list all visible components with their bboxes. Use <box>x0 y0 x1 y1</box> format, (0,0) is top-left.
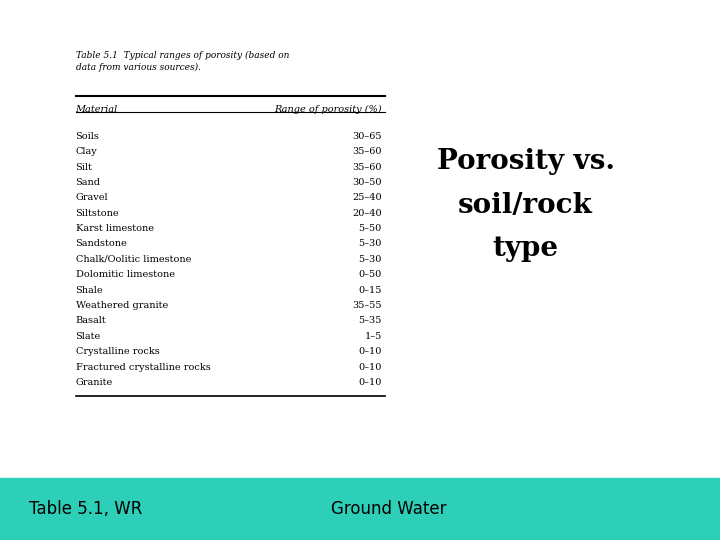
Text: 0–15: 0–15 <box>359 286 382 295</box>
Text: 0–50: 0–50 <box>359 270 382 279</box>
Text: 5–50: 5–50 <box>359 224 382 233</box>
Text: 30–65: 30–65 <box>352 132 382 141</box>
Text: 0–10: 0–10 <box>359 347 382 356</box>
Text: 5–30: 5–30 <box>359 240 382 248</box>
Text: 25–40: 25–40 <box>352 193 382 202</box>
Text: 30–50: 30–50 <box>352 178 382 187</box>
Text: Basalt: Basalt <box>76 316 107 326</box>
Text: Ground Water: Ground Water <box>331 500 446 518</box>
Text: Siltstone: Siltstone <box>76 209 120 218</box>
Bar <box>0 478 720 540</box>
Text: Weathered granite: Weathered granite <box>76 301 168 310</box>
Text: 35–60: 35–60 <box>352 147 382 156</box>
Text: 5–30: 5–30 <box>359 255 382 264</box>
Text: Clay: Clay <box>76 147 97 156</box>
Text: Sand: Sand <box>76 178 101 187</box>
Text: Range of porosity (%): Range of porosity (%) <box>274 105 382 114</box>
Text: 35–60: 35–60 <box>352 163 382 172</box>
Text: Dolomitic limestone: Dolomitic limestone <box>76 270 174 279</box>
Text: 1–5: 1–5 <box>364 332 382 341</box>
Text: 20–40: 20–40 <box>352 209 382 218</box>
Text: Karst limestone: Karst limestone <box>76 224 153 233</box>
Text: 0–10: 0–10 <box>359 378 382 387</box>
Text: Table 5.1, WR: Table 5.1, WR <box>29 500 142 518</box>
Text: 0–10: 0–10 <box>359 363 382 372</box>
Text: Slate: Slate <box>76 332 101 341</box>
Text: Chalk/Oolitic limestone: Chalk/Oolitic limestone <box>76 255 191 264</box>
Text: Shale: Shale <box>76 286 103 295</box>
Text: Silt: Silt <box>76 163 92 172</box>
Text: 5–35: 5–35 <box>359 316 382 326</box>
Text: Soils: Soils <box>76 132 99 141</box>
Text: Gravel: Gravel <box>76 193 108 202</box>
Text: Granite: Granite <box>76 378 113 387</box>
Text: Table 5.1  Typical ranges of porosity (based on
data from various sources).: Table 5.1 Typical ranges of porosity (ba… <box>76 51 289 72</box>
Text: Sandstone: Sandstone <box>76 240 127 248</box>
Text: Crystalline rocks: Crystalline rocks <box>76 347 159 356</box>
Text: Porosity vs.
soil/rock
type: Porosity vs. soil/rock type <box>436 148 615 262</box>
Text: Fractured crystalline rocks: Fractured crystalline rocks <box>76 363 210 372</box>
Text: Material: Material <box>76 105 118 114</box>
Text: 35–55: 35–55 <box>352 301 382 310</box>
